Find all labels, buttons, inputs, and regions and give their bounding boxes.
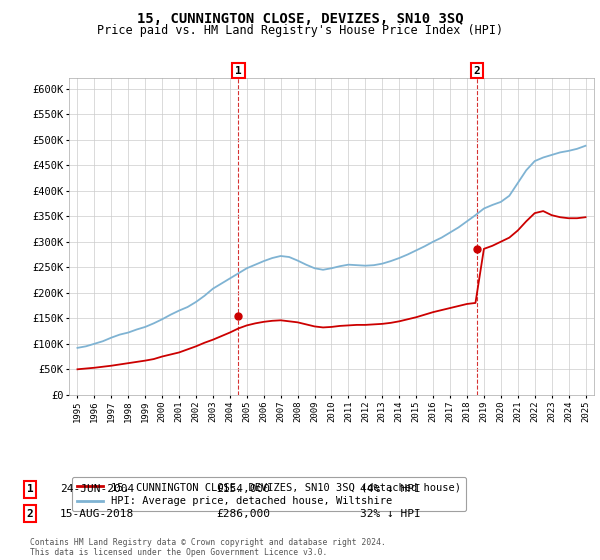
Text: 15-AUG-2018: 15-AUG-2018: [60, 508, 134, 519]
Text: 15, CUNNINGTON CLOSE, DEVIZES, SN10 3SQ: 15, CUNNINGTON CLOSE, DEVIZES, SN10 3SQ: [137, 12, 463, 26]
Point: [233, 312, 243, 321]
Text: £286,000: £286,000: [216, 508, 270, 519]
Legend: 15, CUNNINGTON CLOSE, DEVIZES, SN10 3SQ (detached house), HPI: Average price, de: 15, CUNNINGTON CLOSE, DEVIZES, SN10 3SQ …: [71, 477, 466, 511]
Text: Price paid vs. HM Land Registry's House Price Index (HPI): Price paid vs. HM Land Registry's House …: [97, 24, 503, 36]
Text: 1: 1: [235, 66, 242, 76]
Text: 32% ↓ HPI: 32% ↓ HPI: [360, 508, 421, 519]
Text: Contains HM Land Registry data © Crown copyright and database right 2024.
This d: Contains HM Land Registry data © Crown c…: [30, 538, 386, 557]
Text: £154,000: £154,000: [216, 484, 270, 494]
Point: [472, 244, 482, 253]
Text: 24-JUN-2004: 24-JUN-2004: [60, 484, 134, 494]
Text: 2: 2: [474, 66, 481, 76]
Text: 44% ↓ HPI: 44% ↓ HPI: [360, 484, 421, 494]
Text: 1: 1: [26, 484, 34, 494]
Text: 2: 2: [26, 508, 34, 519]
